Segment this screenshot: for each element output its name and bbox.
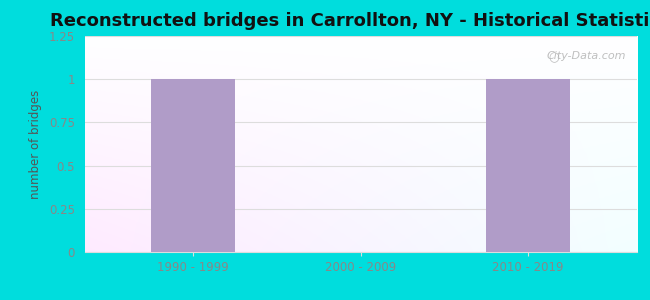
- Bar: [151, 79, 235, 252]
- Bar: [486, 79, 570, 252]
- Text: City-Data.com: City-Data.com: [547, 51, 626, 61]
- Text: Reconstructed bridges in Carrollton, NY - Historical Statistics: Reconstructed bridges in Carrollton, NY …: [51, 12, 650, 30]
- Text: ○: ○: [549, 51, 560, 64]
- Y-axis label: number of bridges: number of bridges: [29, 89, 42, 199]
